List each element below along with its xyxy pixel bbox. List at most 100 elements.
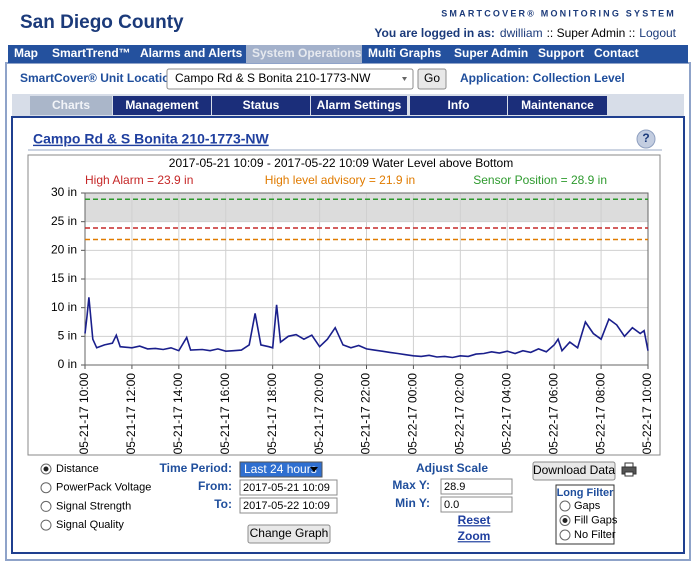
- from-input[interactable]: [239, 479, 338, 496]
- x-tick-label: 05-22-17 08:00: [593, 373, 607, 455]
- nav-item[interactable]: Multi Graphs: [368, 46, 442, 60]
- to-label: To:: [214, 497, 232, 511]
- x-tick-label: 05-21-17 10:00: [77, 373, 91, 455]
- x-tick-label: 05-21-17 20:00: [312, 373, 326, 455]
- filter-radio[interactable]: [559, 500, 571, 512]
- nav-item[interactable]: Alarms and Alerts: [140, 46, 243, 60]
- filter-radio[interactable]: [559, 529, 571, 541]
- reference-label: High Alarm = 23.9 in: [85, 173, 193, 187]
- help-icon[interactable]: [636, 129, 656, 149]
- y-tick-label: 5 in: [58, 329, 77, 343]
- display-option: Signal Quality: [56, 519, 124, 531]
- x-tick-label: 05-21-17 16:00: [218, 373, 232, 455]
- nav-item[interactable]: System Operations: [252, 46, 362, 60]
- x-tick-label: 05-22-17 06:00: [546, 373, 560, 455]
- filter-option: Fill Gaps: [574, 514, 618, 526]
- y-tick-label: 20 in: [51, 243, 77, 257]
- nav-active: [246, 45, 362, 63]
- login-prefix: You are logged in as:: [374, 26, 494, 40]
- role: :: Super Admin ::: [547, 26, 636, 40]
- filter-option: Gaps: [574, 500, 601, 512]
- nav-item[interactable]: Map: [14, 46, 38, 60]
- to-value: 2017-05-22 10:09: [243, 500, 330, 512]
- location-select[interactable]: [166, 68, 414, 90]
- change-graph-button[interactable]: [247, 524, 331, 544]
- panel-title[interactable]: Campo Rd & S Bonita 210-1773-NW: [33, 131, 269, 147]
- display-radio[interactable]: [40, 500, 52, 512]
- display-radio-dot: [43, 466, 49, 472]
- x-tick-label: 05-22-17 10:00: [640, 373, 654, 455]
- nav-item[interactable]: Super Admin: [454, 46, 528, 60]
- x-tick-label: 05-21-17 22:00: [359, 373, 373, 455]
- max-y-value: 28.9: [444, 481, 465, 493]
- min-y-input[interactable]: [440, 496, 513, 513]
- help-label: ?: [642, 131, 649, 145]
- x-tick-label: 05-22-17 04:00: [499, 373, 513, 455]
- x-tick-label: 05-21-17 18:00: [265, 373, 279, 455]
- reference-label: Sensor Position = 28.9 in: [473, 173, 607, 187]
- change-graph-label: Change Graph: [250, 526, 329, 540]
- filter-option: No Filter: [574, 529, 616, 541]
- application: Application: Collection Level: [460, 71, 625, 85]
- tab-label: Status: [243, 98, 280, 112]
- reset-link[interactable]: Reset: [458, 513, 491, 527]
- tab[interactable]: [311, 96, 407, 115]
- adjust-scale-title: Adjust Scale: [416, 461, 488, 475]
- min-y-value: 0.0: [444, 499, 459, 511]
- site-title: San Diego County: [20, 12, 184, 33]
- reference-label: High level advisory = 21.9 in: [265, 173, 415, 187]
- print-icon[interactable]: [621, 462, 637, 477]
- nav-item[interactable]: Contact: [594, 46, 639, 60]
- nav-item[interactable]: SmartTrend™: [52, 46, 131, 60]
- tab-label: Charts: [52, 98, 90, 112]
- y-tick-label: 0 in: [58, 357, 77, 371]
- x-tick-label: 05-21-17 12:00: [124, 373, 138, 455]
- download-label: Download Data: [533, 463, 615, 477]
- location-selected: Campo Rd & S Bonita 210-1773-NW: [175, 71, 371, 85]
- from-label: From:: [198, 479, 232, 493]
- display-radio[interactable]: [40, 519, 52, 531]
- display-option: PowerPack Voltage: [56, 482, 151, 494]
- x-tick-label: 05-21-17 14:00: [171, 373, 185, 455]
- chart-title: 2017-05-21 10:09 - 2017-05-22 10:09 Wate…: [169, 156, 513, 170]
- y-tick-label: 30 in: [51, 185, 77, 199]
- x-tick-label: 05-22-17 00:00: [406, 373, 420, 455]
- y-tick-label: 25 in: [51, 214, 77, 228]
- max-y-label: Max Y:: [392, 478, 430, 492]
- filter-radio-dot: [562, 518, 568, 523]
- display-option: Signal Strength: [56, 500, 131, 512]
- data-line: [84, 297, 649, 359]
- tab-label: Alarm Settings: [317, 98, 402, 112]
- zoom-link[interactable]: Zoom: [458, 529, 491, 543]
- min-y-label: Min Y:: [395, 496, 430, 510]
- brand: SMARTCOVER® MONITORING SYSTEM: [441, 8, 676, 18]
- time-period-label: Time Period:: [160, 461, 232, 475]
- download-button[interactable]: [532, 461, 616, 481]
- tab-label: Management: [125, 98, 198, 112]
- to-input[interactable]: [239, 497, 338, 514]
- go-button[interactable]: [417, 68, 447, 90]
- from-value: 2017-05-21 10:09: [243, 482, 330, 494]
- select-arrow: [310, 467, 318, 472]
- time-period-select[interactable]: [239, 461, 323, 478]
- select-arrow: [402, 77, 407, 81]
- go-label: Go: [424, 71, 440, 85]
- user-link[interactable]: dwilliam: [500, 26, 543, 40]
- max-y-input[interactable]: [440, 478, 513, 495]
- long-filter-title: Long Filter: [557, 487, 615, 499]
- login-line: You are logged in as: dwilliam:: Super Ad…: [374, 26, 676, 40]
- y-tick-label: 15 in: [51, 271, 77, 285]
- tab[interactable]: [212, 96, 310, 115]
- tab[interactable]: [508, 96, 607, 115]
- time-period-value: Last 24 hours: [244, 462, 317, 476]
- x-tick-label: 05-22-17 02:00: [453, 373, 467, 455]
- tab[interactable]: [410, 96, 507, 115]
- tab[interactable]: [30, 96, 112, 115]
- logout-link[interactable]: Logout: [639, 26, 676, 40]
- y-tick-label: 10 in: [51, 300, 77, 314]
- tab[interactable]: [113, 96, 211, 115]
- plot-frame: [84, 192, 649, 366]
- nav-item[interactable]: Support: [538, 46, 584, 60]
- display-radio[interactable]: [40, 482, 52, 494]
